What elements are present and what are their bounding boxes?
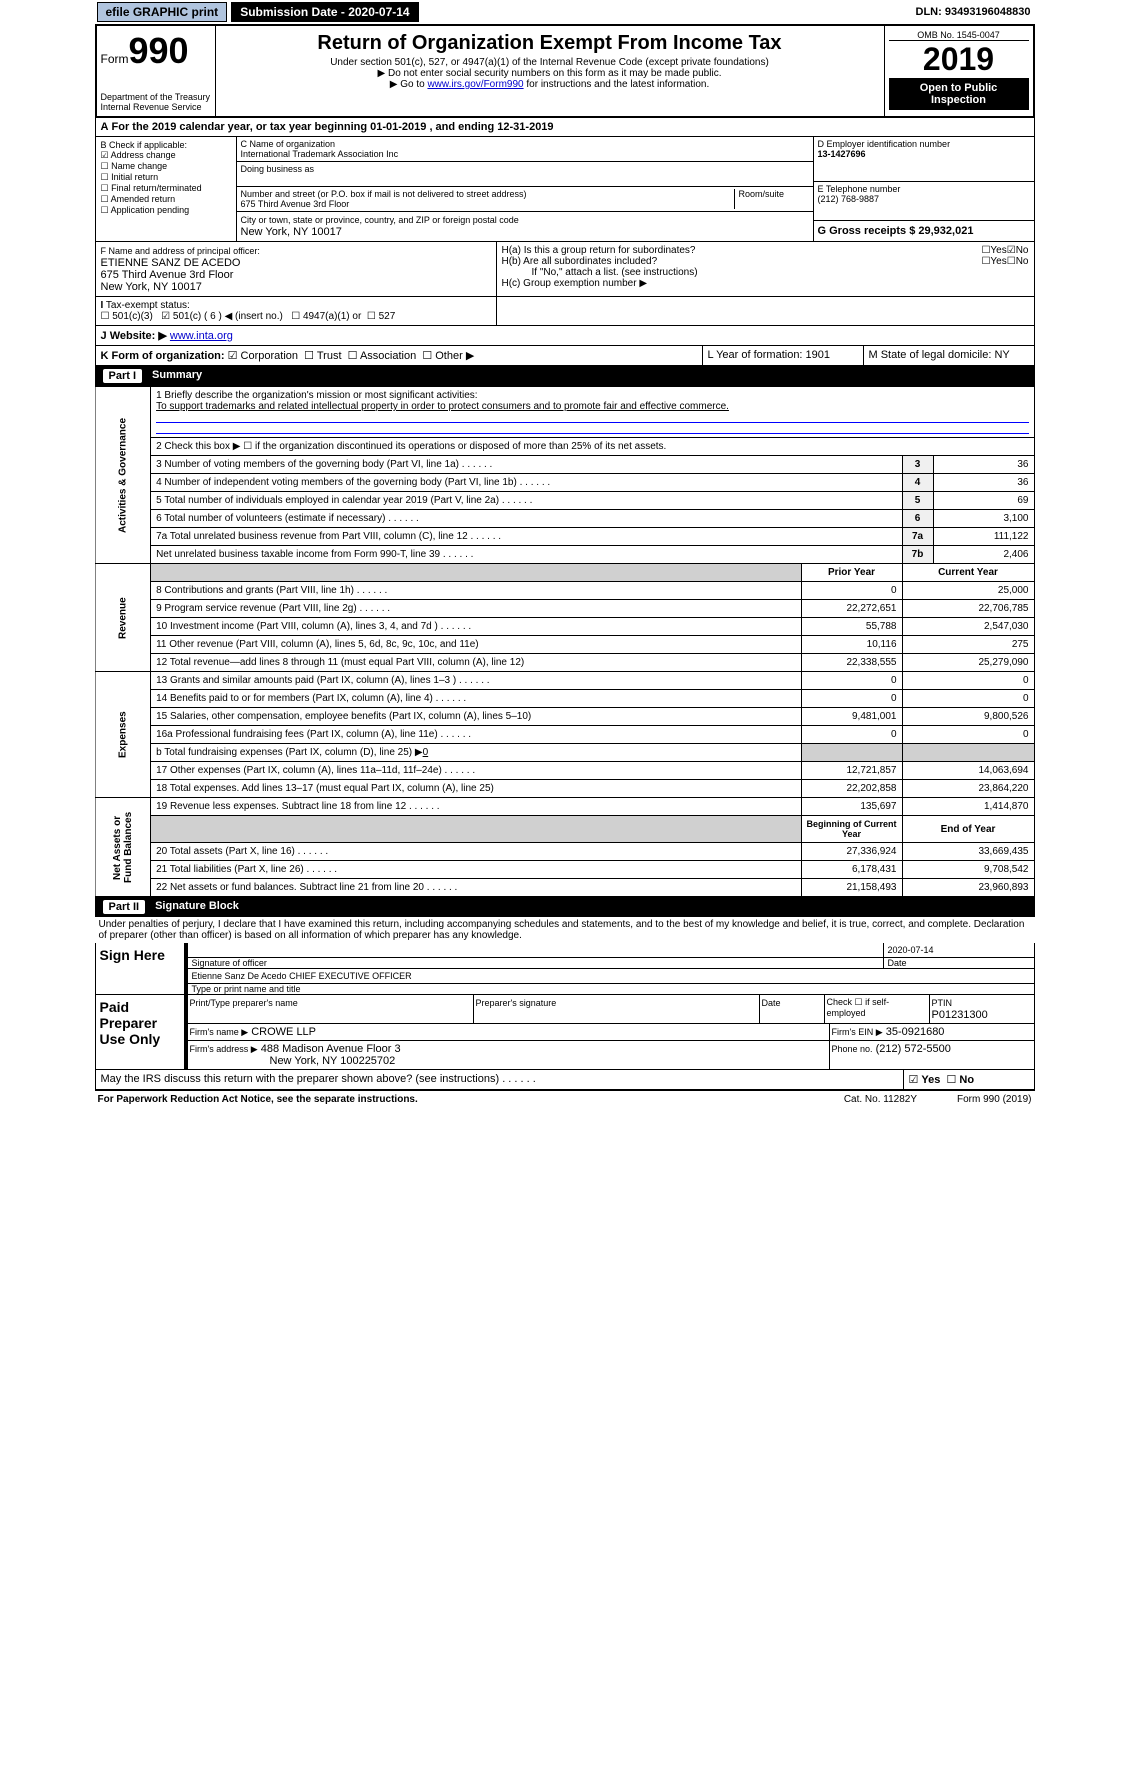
perjury-text: Under penalties of perjury, I declare th… (95, 917, 1035, 943)
ptin: P01231300 (932, 1009, 988, 1021)
box-f: F Name and address of principal officer:… (96, 242, 497, 296)
val-11c: 275 (902, 636, 1034, 654)
efile-print-button[interactable]: efile GRAPHIC print (97, 2, 228, 22)
val-21c: 9,708,542 (902, 861, 1034, 879)
sign-date: 2020-07-14 (884, 943, 1034, 958)
val-15c: 9,800,526 (902, 708, 1034, 726)
vtab-revenue: Revenue (95, 564, 151, 672)
year-box: OMB No. 1545-0047 2019 Open to Public In… (885, 26, 1033, 116)
dept-label: Department of the Treasury Internal Reve… (101, 92, 211, 112)
vtab-expenses: Expenses (95, 672, 151, 798)
line-a: A For the 2019 calendar year, or tax yea… (96, 118, 1034, 136)
discuss-question: May the IRS discuss this return with the… (96, 1070, 904, 1089)
val-17c: 14,063,694 (902, 762, 1034, 780)
dln: DLN: 93493196048830 (916, 6, 1035, 18)
org-name: International Trademark Association Inc (241, 149, 399, 159)
part1-header: Part ISummary (95, 366, 1035, 386)
val-10c: 2,547,030 (902, 618, 1034, 636)
website-link[interactable]: www.inta.org (170, 330, 233, 342)
instructions-link[interactable]: www.irs.gov/Form990 (427, 79, 523, 90)
val-9c: 22,706,785 (902, 600, 1034, 618)
paid-preparer-label: Paid Preparer Use Only (96, 995, 188, 1069)
sign-here-label: Sign Here (96, 943, 188, 994)
val-4: 36 (933, 474, 1034, 492)
summary-table: Activities & Governance 1 Briefly descri… (95, 386, 1035, 897)
firm-phone: (212) 572-5500 (876, 1043, 951, 1055)
efile-header: efile GRAPHIC print Submission Date - 20… (95, 0, 1035, 26)
val-6: 3,100 (933, 510, 1034, 528)
box-i: I Tax-exempt status: ☐ 501(c)(3) ☑ 501(c… (96, 297, 497, 325)
val-18c: 23,864,220 (902, 780, 1034, 798)
box-b: B Check if applicable: ☑ Address change … (96, 137, 237, 241)
page-footer: For Paperwork Reduction Act Notice, see … (95, 1090, 1035, 1108)
val-19c: 1,414,870 (902, 798, 1034, 816)
firm-ein: 35-0921680 (886, 1026, 945, 1038)
form-title-cell: Return of Organization Exempt From Incom… (216, 26, 885, 116)
phone: (212) 768-9887 (818, 194, 880, 204)
part2-header: Part IISignature Block (95, 897, 1035, 917)
val-8c: 25,000 (902, 582, 1034, 600)
mission-text: To support trademarks and related intell… (156, 401, 1028, 412)
box-h: H(a) Is this a group return for subordin… (497, 242, 1034, 296)
val-5: 69 (933, 492, 1034, 510)
vtab-netassets: Net Assets or Fund Balances (95, 798, 151, 897)
state-domicile: M State of legal domicile: NY (864, 346, 1034, 365)
box-k: K Form of organization: ☑ Corporation ☐ … (96, 346, 703, 365)
val-7b: 2,406 (933, 546, 1034, 564)
gross-receipts: G Gross receipts $ 29,932,021 (818, 225, 974, 237)
submission-date: Submission Date - 2020-07-14 (231, 2, 418, 22)
form-title: Return of Organization Exempt From Incom… (220, 32, 880, 55)
val-20c: 33,669,435 (902, 843, 1034, 861)
org-street: 675 Third Avenue 3rd Floor (241, 199, 350, 209)
val-12c: 25,279,090 (902, 654, 1034, 672)
ein: 13-1427696 (818, 149, 866, 159)
val-7a: 111,122 (933, 528, 1034, 546)
officer-name: Etienne Sanz De Acedo CHIEF EXECUTIVE OF… (192, 971, 412, 981)
vtab-activities: Activities & Governance (95, 387, 151, 564)
year-formation: L Year of formation: 1901 (703, 346, 864, 365)
org-city: New York, NY 10017 (241, 226, 342, 238)
val-3: 36 (933, 456, 1034, 474)
val-22c: 23,960,893 (902, 879, 1034, 897)
form-id-cell: Form990 Department of the Treasury Inter… (97, 26, 216, 116)
firm-name: CROWE LLP (251, 1026, 316, 1038)
